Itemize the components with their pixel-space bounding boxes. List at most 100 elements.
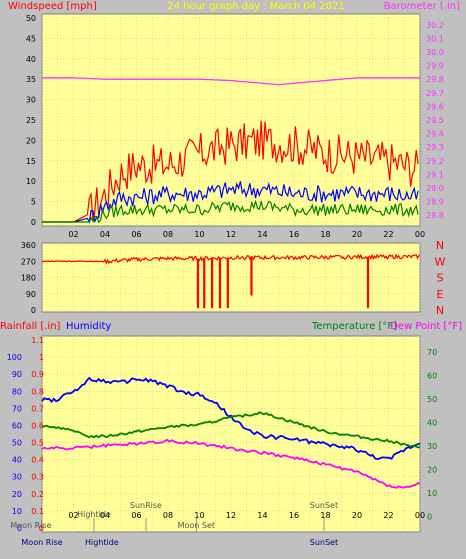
- rainfall-y-tick: 0.7: [31, 404, 44, 413]
- rainfall-axis-label: Rainfall [.in]: [0, 321, 61, 332]
- wind-y-tick: 30: [26, 96, 36, 105]
- humidity-y-tick: 50: [12, 439, 22, 448]
- wind-x-tick: 02: [68, 230, 78, 239]
- wind-gust-line: [42, 120, 419, 223]
- humidity-x-tick: 22: [383, 511, 393, 520]
- astro-label: Hightide: [77, 510, 111, 519]
- wind-x-tick: 06: [131, 230, 141, 239]
- temperature-y-tick: 60: [427, 371, 437, 380]
- temperature-y-tick: 10: [427, 489, 437, 498]
- wind-direction-line: [41, 253, 420, 265]
- humidity-y-tick: 80: [12, 387, 22, 396]
- direction-y-tick: 0: [31, 306, 36, 315]
- rainfall-y-tick: 0.2: [31, 490, 44, 499]
- temperature-y-tick: 30: [427, 442, 437, 451]
- graph-title: 24 hour graph day : March 04 2021: [167, 1, 345, 12]
- humidity-x-tick: 06: [131, 511, 141, 520]
- barometer-y-tick: 29.9: [426, 62, 444, 71]
- direction-y-tick: 360: [21, 241, 36, 250]
- wind-y-tick: 20: [26, 136, 36, 145]
- barometer-y-tick: 28.9: [426, 198, 444, 207]
- wind-x-tick: 18: [320, 230, 330, 239]
- wind-x-tick: 00: [415, 230, 425, 239]
- direction-y-tick: 90: [26, 290, 36, 299]
- humidity-y-tick: 20: [12, 490, 22, 499]
- wind-x-tick: 20: [352, 230, 362, 239]
- humidity-x-tick: 12: [226, 511, 236, 520]
- wind-x-tick: 04: [100, 230, 110, 239]
- temperature-y-tick: 70: [427, 348, 437, 357]
- barometer-y-tick: 29.4: [426, 130, 444, 139]
- wind-x-tick: 14: [257, 230, 267, 239]
- wind-y-tick: 35: [26, 75, 36, 84]
- humidity-axis-label: Humidity: [66, 321, 111, 332]
- wind-y-tick: 45: [26, 34, 36, 43]
- barometer-line: [42, 77, 420, 86]
- rainfall-y-tick: 0.6: [31, 421, 44, 430]
- rainfall-y-tick: 0: [39, 524, 44, 533]
- humidity-line: [41, 376, 421, 461]
- wind-x-tick: 12: [226, 230, 236, 239]
- barometer-y-tick: 28.8: [426, 211, 444, 220]
- wind-y-tick: 25: [26, 116, 36, 125]
- barometer-y-tick: 29.5: [426, 116, 444, 125]
- barometer-y-tick: 30.2: [426, 21, 444, 30]
- direction-letter: S: [437, 272, 444, 285]
- rainfall-y-tick: 1: [39, 353, 44, 362]
- humidity-y-tick: 10: [12, 507, 22, 516]
- temperature-y-tick: 50: [427, 395, 437, 404]
- wind-y-tick: 0: [31, 218, 36, 227]
- wind-y-tick: 10: [26, 177, 36, 186]
- humidity-x-tick: 10: [194, 511, 204, 520]
- humidity-x-tick: 18: [320, 511, 330, 520]
- rainfall-y-tick: 1.1: [31, 336, 44, 345]
- barometer-y-tick: 29.7: [426, 89, 444, 98]
- wind-y-tick: 50: [26, 14, 36, 23]
- astro-label: SunRise: [130, 501, 162, 510]
- direction-y-tick: 180: [21, 274, 36, 283]
- rainfall-y-tick: 0.4: [31, 456, 44, 465]
- direction-y-tick: 270: [21, 257, 36, 266]
- humidity-y-tick: 70: [12, 404, 22, 413]
- astro-bottom-label: Hightide: [85, 538, 119, 547]
- humidity-x-tick: 14: [257, 511, 267, 520]
- wind-y-tick: 40: [26, 55, 36, 64]
- temperature-axis-label: Temperature [°F]: [311, 321, 397, 332]
- rainfall-y-tick: 0.9: [31, 370, 44, 379]
- humidity-x-tick: 02: [68, 511, 78, 520]
- wind-x-tick: 08: [163, 230, 173, 239]
- direction-letter: N: [436, 239, 444, 252]
- astro-bottom-label: SunSet: [310, 538, 338, 547]
- rainfall-y-tick: 0.8: [31, 387, 44, 396]
- humidity-y-tick: 100: [7, 353, 22, 362]
- rainfall-y-tick: 0.3: [31, 473, 44, 482]
- wind-x-tick: 16: [289, 230, 299, 239]
- humidity-y-tick: 30: [12, 473, 22, 482]
- barometer-axis-label: Barometer [.in]: [384, 1, 460, 12]
- humidity-x-tick: 04: [100, 511, 110, 520]
- barometer-y-tick: 29.3: [426, 143, 444, 152]
- dewpoint-axis-label: Dew Point [°F]: [390, 321, 462, 332]
- barometer-y-tick: 29.2: [426, 157, 444, 166]
- astro-label: SunSet: [310, 501, 338, 510]
- humidity-y-tick: 40: [12, 456, 22, 465]
- direction-letter: N: [436, 304, 444, 317]
- temperature-line: [41, 411, 421, 449]
- wind-axis-label: Windspeed [mph]: [8, 1, 97, 12]
- direction-letter: W: [435, 255, 446, 268]
- wind-x-tick: 10: [194, 230, 204, 239]
- humidity-x-tick: 00: [415, 511, 425, 520]
- temperature-y-tick: 20: [427, 465, 437, 474]
- dewpoint-line: [41, 438, 421, 489]
- barometer-y-tick: 30.0: [426, 48, 444, 57]
- rainfall-y-tick: 0.5: [31, 439, 44, 448]
- humidity-y-tick: 60: [12, 421, 22, 430]
- barometer-y-tick: 29.6: [426, 102, 444, 111]
- barometer-y-tick: 29.1: [426, 170, 444, 179]
- humidity-plot-area: [41, 335, 421, 533]
- humidity-x-tick: 16: [289, 511, 299, 520]
- wind-average-line: [42, 181, 419, 224]
